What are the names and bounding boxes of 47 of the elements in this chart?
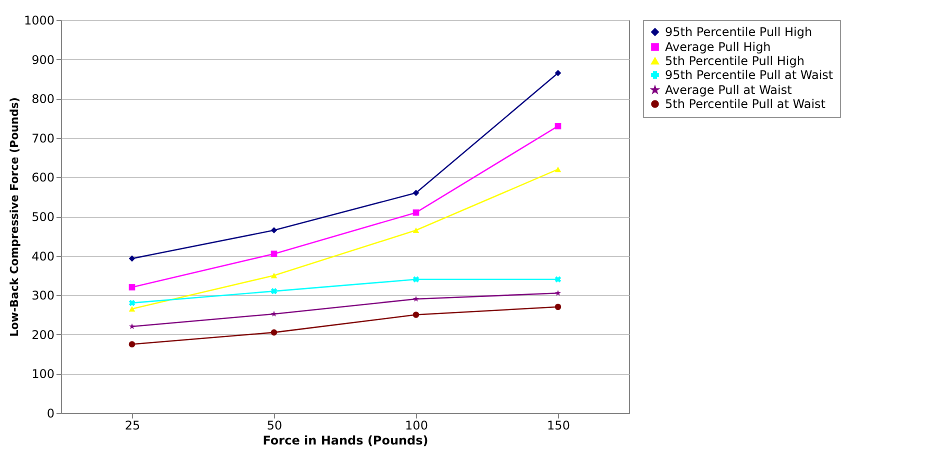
legend-label: Average Pull at Waist	[665, 83, 792, 97]
y-tick-label: 500	[32, 210, 54, 224]
y-tick-label: 900	[32, 52, 54, 67]
y-tick-label: 0	[46, 406, 54, 420]
y-tick-label: 100	[32, 367, 54, 382]
point	[554, 70, 562, 76]
legend-label: 5th Percentile Pull High	[665, 54, 804, 68]
y-tick-label: 700	[32, 131, 54, 146]
point	[554, 166, 562, 172]
point	[412, 209, 420, 216]
point	[128, 255, 136, 262]
y-tick-label: 600	[32, 170, 54, 185]
point	[270, 250, 278, 257]
legend-label: 95th Percentile Pull High	[665, 25, 812, 39]
x-tick-label: 100	[405, 418, 428, 432]
point	[412, 190, 420, 196]
x-tick-label: 150	[547, 418, 570, 432]
x-axis-title: Force in Hands (Pounds)	[262, 434, 428, 448]
point	[128, 300, 136, 306]
point	[128, 341, 136, 348]
y-tick-label: 400	[32, 249, 54, 264]
y-axis-title: Low-Back Compressive Force (Pounds)	[8, 97, 21, 337]
point	[270, 272, 278, 278]
point	[412, 296, 420, 302]
x-tick-label: 25	[124, 418, 140, 432]
point	[554, 122, 562, 130]
x-tick-label: 50	[266, 418, 282, 432]
y-tick-label: 200	[32, 328, 54, 342]
point	[554, 304, 562, 310]
point	[270, 227, 278, 234]
point	[128, 323, 136, 330]
point	[554, 290, 562, 296]
point	[412, 276, 420, 283]
point	[412, 312, 420, 318]
point	[270, 329, 278, 336]
legend-label: Average Pull High	[665, 40, 771, 54]
legend-label: 5th Percentile Pull at Waist	[665, 97, 826, 111]
legend-label: 95th Percentile Pull at Waist	[665, 68, 834, 82]
point	[554, 276, 562, 283]
y-tick-label: 1000	[24, 14, 54, 28]
point	[128, 306, 136, 312]
point	[128, 284, 136, 290]
y-tick-label: 800	[32, 92, 54, 106]
y-tick-label: 300	[32, 288, 54, 303]
point	[270, 310, 278, 317]
point	[270, 288, 278, 294]
point	[412, 228, 420, 233]
